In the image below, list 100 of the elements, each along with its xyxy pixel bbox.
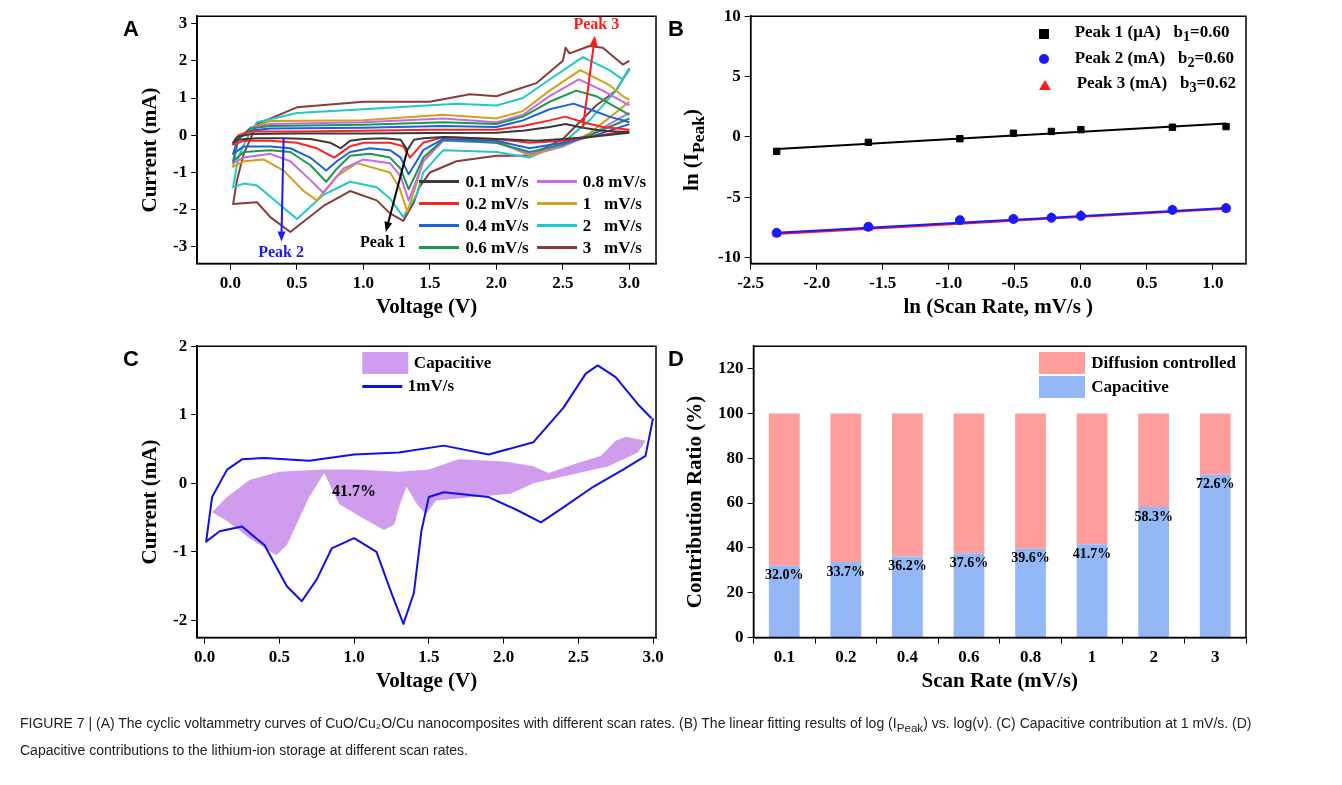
y-tick-label: -1	[172, 161, 188, 181]
point	[773, 147, 781, 156]
chart-title: A	[123, 16, 139, 42]
x-tick-label: 0.0	[1070, 273, 1092, 293]
chart-title: C	[123, 346, 139, 372]
y-tick-label: 1	[178, 404, 188, 424]
y-axis-title: Current (mA)	[136, 87, 162, 213]
legend-label: 1mV/s	[407, 376, 455, 397]
y-tick-label: 0	[732, 126, 741, 146]
x-tick-label: 0.5	[286, 273, 308, 293]
x-tick-label: 2	[1149, 647, 1158, 667]
y-tick-label: 0	[735, 626, 744, 646]
legend-label: Peak 2 (mA) b$_{2}$=0.60	[1074, 47, 1234, 71]
y-tick-label: 100	[718, 402, 744, 422]
x-axis-title: Voltage (V)	[374, 294, 479, 319]
bar	[830, 413, 862, 563]
bar	[953, 413, 985, 554]
y-tick-label: 2	[178, 50, 188, 70]
y-tick-label: 0	[178, 124, 188, 144]
y-tick-label: 1	[178, 87, 188, 107]
x-tick-label: 1.5	[418, 647, 440, 667]
legend-label: 0.8 mV/s	[582, 171, 646, 192]
x-tick-label: -1.5	[869, 273, 897, 293]
x-tick-label: 1.5	[419, 273, 441, 293]
point	[1168, 123, 1177, 131]
annotation: 41.7%	[332, 482, 377, 500]
bar	[1199, 413, 1231, 475]
x-tick-label: 0.2	[835, 647, 857, 667]
data-label: 36.2%	[888, 558, 927, 574]
legend-label: Diffusion controlled	[1091, 353, 1236, 374]
chart-title: D	[668, 346, 684, 372]
x-tick-label: -1.0	[935, 273, 963, 293]
y-tick-label: -5	[726, 186, 741, 206]
x-tick-label: 0.6	[958, 647, 980, 667]
point	[1077, 125, 1085, 134]
data-label: 33.7%	[826, 563, 866, 579]
x-tick-label: 2.0	[485, 273, 508, 293]
x-tick-label: 0.4	[896, 647, 919, 667]
data-label: 41.7%	[1072, 545, 1112, 561]
y-tick-label: -1	[172, 541, 188, 561]
bar	[1138, 413, 1170, 507]
x-tick-label: 0.8	[1019, 647, 1042, 667]
y-tick-label: -10	[717, 246, 741, 266]
x-axis-title: ln (Scan Rate, mV/s )	[902, 294, 1095, 319]
x-tick-label: -2.5	[737, 273, 765, 293]
x-tick-label: 0.0	[219, 273, 242, 293]
x-tick-label: 2.5	[552, 273, 574, 293]
legend-label: 3 mV/s	[582, 237, 642, 258]
x-tick-label: 3.0	[618, 273, 641, 293]
x-tick-label: 0.5	[268, 647, 290, 667]
legend-label: Peak 1 (μA) b$_{1}$=0.60	[1074, 22, 1230, 46]
x-tick-label: 0.1	[773, 647, 795, 667]
legend-label: 0.6 mV/s	[465, 237, 529, 258]
legend-label: 2 mV/s	[582, 215, 642, 236]
x-axis-title: Voltage (V)	[374, 668, 479, 693]
y-tick-label: 20	[726, 582, 744, 602]
y-tick-label: 80	[726, 447, 744, 467]
y-tick-label: -3	[172, 236, 188, 256]
bar	[1076, 413, 1108, 545]
data-label: 32.0%	[765, 567, 804, 583]
legend-label: Capacitive	[413, 353, 492, 374]
point	[956, 135, 964, 143]
x-axis-title: Scan Rate (mV/s)	[920, 668, 1079, 693]
y-tick-label: 3	[178, 13, 188, 33]
y-tick-label: 40	[726, 537, 744, 557]
x-tick-label: -0.5	[1001, 273, 1029, 293]
text: FIGURE 7 | (A) The cyclic voltammetry curves of CuO/Cu₂O/Cu nanocomposites with different scan rates. (B) The linear fitting results of log (I$_{Peak}$) vs. log(ν). (C) Capacitive contribution at 1 mV/s. (D) Capacitive contributions to the lithium-ion storage at different scan rates.	[20, 715, 1252, 758]
annotation: Peak 2	[258, 242, 305, 260]
y-tick-label: 120	[718, 358, 744, 378]
x-tick-label: 3.0	[642, 647, 664, 667]
y-tick-label: 2	[178, 335, 188, 355]
x-tick-label: 1	[1087, 647, 1097, 667]
x-tick-label: 2.5	[567, 647, 589, 667]
y-axis-title: Contribution Ratio (%)	[681, 395, 707, 609]
legend-label: Capacitive	[1091, 377, 1169, 398]
data-label: 37.6%	[949, 554, 989, 570]
y-axis-title: Current (mA)	[136, 439, 162, 565]
point	[864, 138, 873, 146]
y-tick-label: 10	[723, 5, 741, 25]
x-tick-label: -2.0	[803, 273, 831, 293]
y-tick-label: 0	[178, 472, 188, 492]
y-tick-label: -2	[172, 609, 188, 629]
chart-title: B	[668, 16, 684, 42]
x-tick-label: 3	[1210, 647, 1220, 667]
data-label: 72.6%	[1195, 476, 1235, 492]
data-label: 39.6%	[1011, 550, 1050, 566]
bar	[1015, 413, 1046, 549]
point	[1009, 129, 1018, 137]
legend-label: 1 mV/s	[582, 193, 642, 214]
annotation: Peak 1	[360, 232, 406, 250]
y-tick-label: 60	[726, 492, 744, 512]
legend-label: 0.4 mV/s	[465, 215, 529, 236]
x-tick-label: 1.0	[1202, 273, 1224, 293]
legend-label: 0.2 mV/s	[465, 193, 529, 214]
x-tick-label: 0.0	[194, 647, 216, 667]
annotation: Peak 3	[573, 15, 620, 32]
legend-label: Peak 3 (mA) b$_{3}$=0.62	[1076, 72, 1236, 97]
legend-label: 0.1 mV/s	[465, 171, 529, 192]
data-label: 58.3%	[1134, 508, 1173, 524]
bar	[768, 413, 800, 566]
